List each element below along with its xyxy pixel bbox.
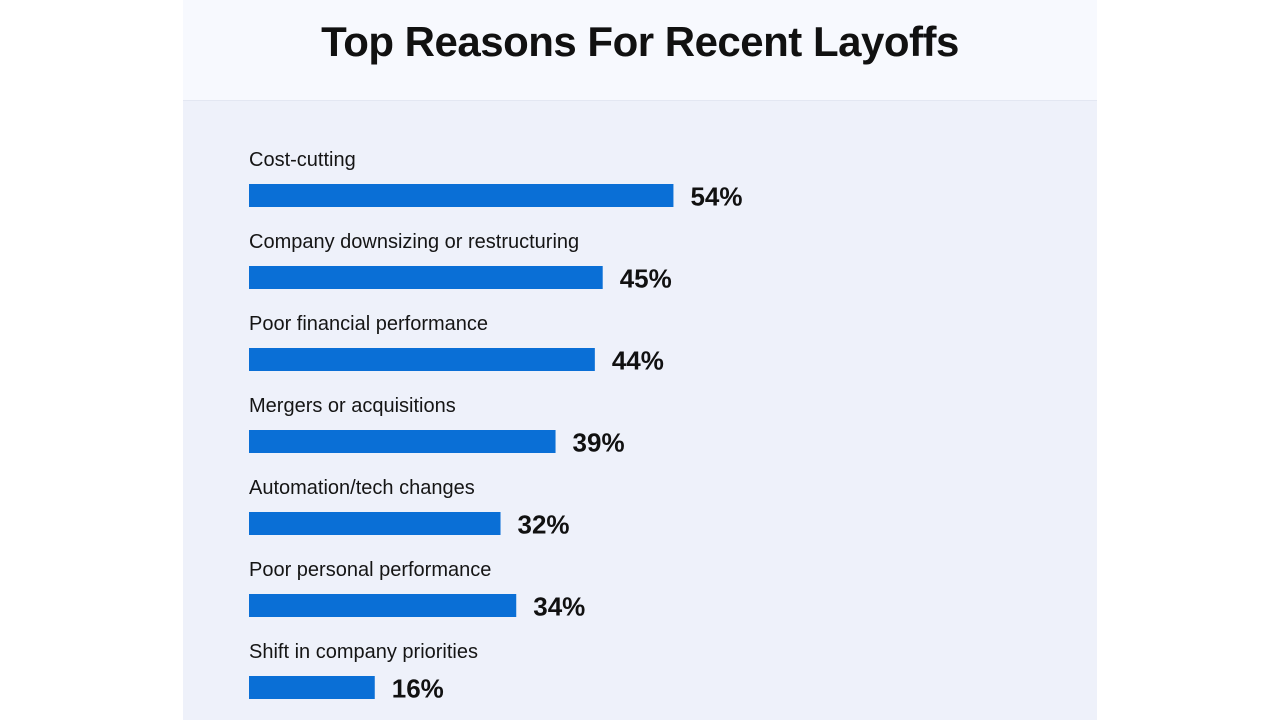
value-label: 45% — [620, 264, 672, 294]
category-label: Poor personal performance — [249, 559, 491, 581]
value-label: 54% — [690, 182, 742, 212]
value-label: 32% — [518, 510, 570, 540]
bar — [249, 430, 556, 453]
category-label: Cost-cutting — [249, 149, 356, 171]
category-label: Mergers or acquisitions — [249, 395, 456, 417]
chart-card: Top Reasons For Recent Layoffs Cost-cutt… — [183, 0, 1097, 720]
chart-title: Top Reasons For Recent Layoffs — [321, 18, 959, 65]
bar — [249, 348, 595, 371]
bar-chart: Cost-cutting 54% Company downsizing or res… — [249, 149, 742, 704]
chart-header: Top Reasons For Recent Layoffs — [183, 0, 1097, 101]
bar — [249, 184, 674, 207]
category-label: Poor financial performance — [249, 313, 488, 335]
bar — [249, 676, 375, 699]
bar — [249, 512, 501, 535]
value-label: 44% — [612, 346, 664, 376]
category-label: Shift in company priorities — [249, 641, 478, 663]
category-label: Company downsizing or restructuring — [249, 231, 579, 253]
bar — [249, 594, 517, 617]
bar — [249, 266, 603, 289]
value-label: 16% — [392, 674, 444, 704]
value-label: 34% — [533, 592, 585, 622]
value-label: 39% — [573, 428, 625, 458]
category-label: Automation/tech changes — [249, 477, 475, 499]
